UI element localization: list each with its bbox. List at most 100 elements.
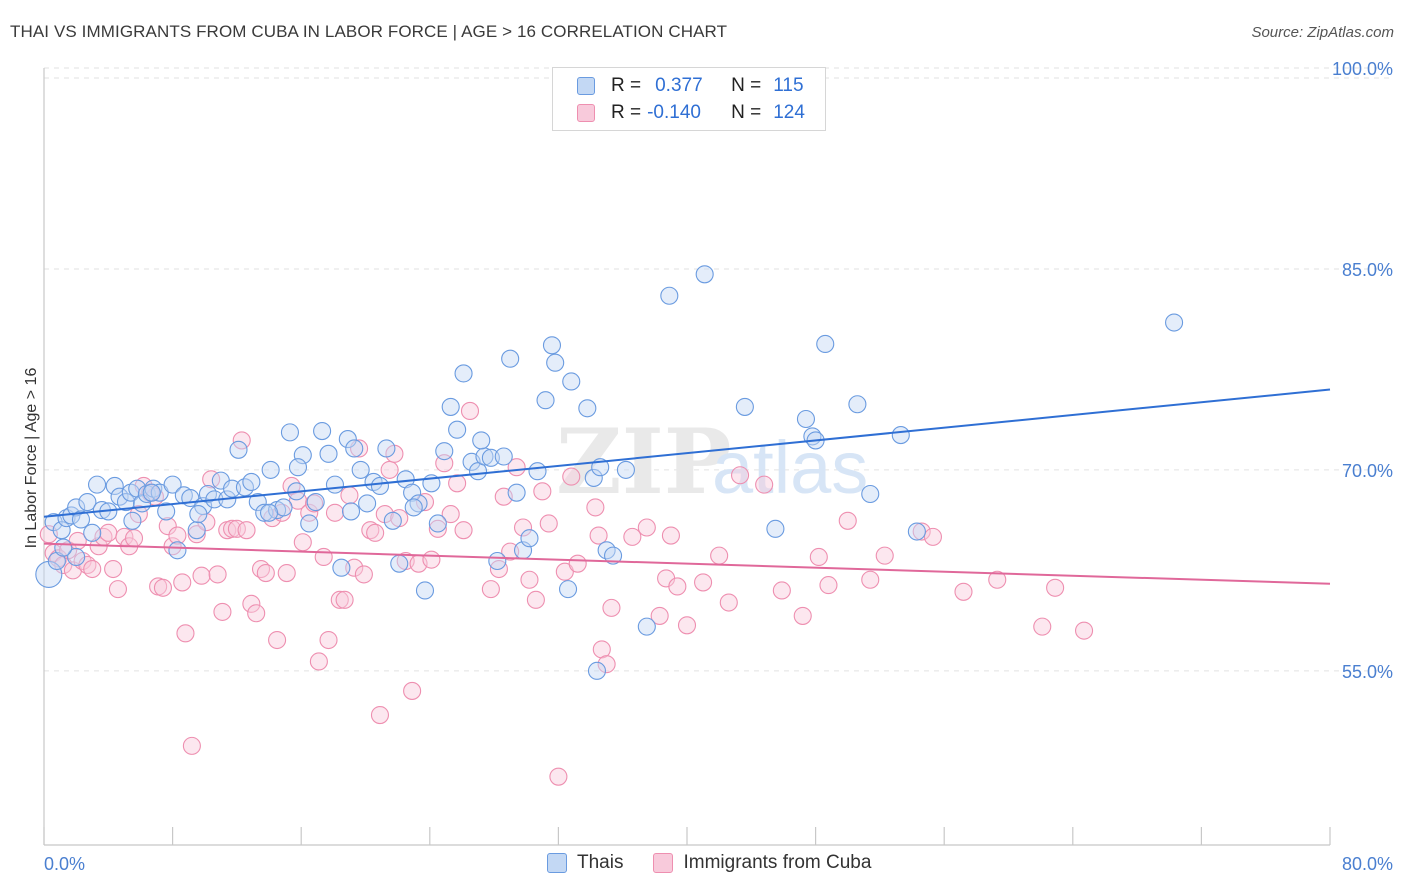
- thais-point: [358, 494, 377, 513]
- cuba-point: [526, 590, 545, 609]
- y-tick-label: 55.0%: [1342, 662, 1393, 682]
- thais-point: [313, 421, 332, 441]
- thais-point: [441, 397, 460, 416]
- cuba-point: [256, 563, 275, 583]
- cuba-point: [809, 547, 828, 567]
- cuba-point: [124, 529, 144, 548]
- thais-point: [488, 551, 507, 571]
- cuba-point: [677, 616, 697, 635]
- cuba-point: [661, 526, 680, 545]
- cuba-point: [568, 554, 587, 573]
- thais-point: [261, 460, 280, 479]
- thais-point: [300, 514, 319, 533]
- cuba-point: [314, 547, 333, 567]
- cuba-point: [99, 523, 118, 542]
- cuba-point: [403, 681, 422, 700]
- thais-point: [377, 439, 396, 458]
- legend-row-cuba: R = -0.140 N = 124: [577, 101, 805, 125]
- trend-lines: [43, 388, 1331, 585]
- cuba-swatch: [577, 104, 595, 122]
- cuba-point: [1033, 617, 1052, 636]
- thais-point: [345, 439, 364, 458]
- thais-point: [325, 475, 345, 494]
- x-tick-label: 80.0%: [1342, 854, 1393, 874]
- cuba-point: [637, 518, 656, 537]
- thais-point: [168, 541, 187, 560]
- n-value: 124: [773, 102, 805, 123]
- cuba-point: [650, 606, 669, 625]
- cuba-point: [520, 570, 539, 589]
- cuba-point: [597, 655, 616, 674]
- cuba-point: [277, 563, 296, 583]
- legend-item-thais: Thais: [547, 852, 623, 874]
- y-tick-label: 100.0%: [1332, 59, 1393, 79]
- thais-point: [157, 502, 176, 521]
- thais-point: [404, 498, 423, 517]
- cuba-point: [354, 565, 373, 584]
- cuba-point: [237, 521, 256, 540]
- thais-point: [83, 523, 102, 542]
- thais-point: [546, 353, 565, 372]
- thais-point: [415, 581, 435, 600]
- thais-point: [105, 476, 124, 496]
- cuba-point: [192, 566, 211, 585]
- thais-point: [306, 492, 325, 512]
- cuba-point: [129, 505, 148, 524]
- cuba-point: [539, 514, 558, 533]
- cuba-point: [182, 736, 201, 755]
- cuba-point: [380, 460, 399, 479]
- thais-point: [383, 511, 402, 530]
- cuba-point: [335, 590, 354, 609]
- cuba-point: [589, 526, 608, 545]
- thais-point: [494, 447, 513, 466]
- thais-point: [319, 444, 338, 463]
- thais-point: [637, 617, 656, 636]
- thais-point: [562, 372, 581, 391]
- cuba-point: [668, 577, 687, 596]
- cuba-point: [460, 401, 480, 421]
- y-tick-label: 85.0%: [1342, 260, 1393, 280]
- cuba-point: [549, 767, 568, 786]
- thais-point: [1165, 313, 1184, 332]
- thais-point: [695, 265, 714, 284]
- thais-point: [128, 479, 147, 498]
- cuba-point: [861, 570, 880, 589]
- cuba-point: [1046, 578, 1065, 597]
- cuba-point: [168, 526, 187, 545]
- cuba-point: [176, 624, 195, 643]
- thais-point: [67, 498, 86, 517]
- thais-point: [116, 492, 136, 512]
- thais-point: [735, 397, 754, 416]
- cuba-point: [325, 503, 345, 522]
- thais-point: [536, 391, 555, 410]
- thais-point: [435, 442, 454, 461]
- cuba-point: [415, 492, 435, 512]
- cuba-point: [481, 580, 500, 599]
- cuba-point: [268, 630, 287, 650]
- cuba-point: [562, 467, 581, 486]
- thais-point: [351, 460, 370, 479]
- cuba-point: [555, 562, 574, 581]
- thais-point: [472, 431, 491, 450]
- cuba-point: [202, 470, 221, 489]
- r-value: 0.377: [655, 75, 703, 96]
- thais-point: [528, 462, 547, 481]
- thais-point: [67, 547, 86, 567]
- cuba-point: [300, 503, 319, 522]
- cuba-point: [213, 602, 232, 621]
- y-axis-label: In Labor Force | Age > 16: [23, 368, 40, 549]
- thais-point: [189, 505, 208, 524]
- cuba-point: [242, 594, 261, 613]
- x-tick-label: 0.0%: [44, 854, 85, 874]
- r-label: R =: [611, 75, 642, 96]
- cuba-point: [875, 546, 894, 565]
- r-value: -0.140: [647, 102, 701, 123]
- cuba-point: [104, 559, 123, 579]
- cuba-point: [448, 474, 467, 493]
- thais-point: [341, 502, 361, 521]
- thais-point: [293, 446, 312, 465]
- cuba-point: [623, 527, 642, 546]
- thais-point: [584, 468, 603, 487]
- cuba-point: [208, 565, 227, 584]
